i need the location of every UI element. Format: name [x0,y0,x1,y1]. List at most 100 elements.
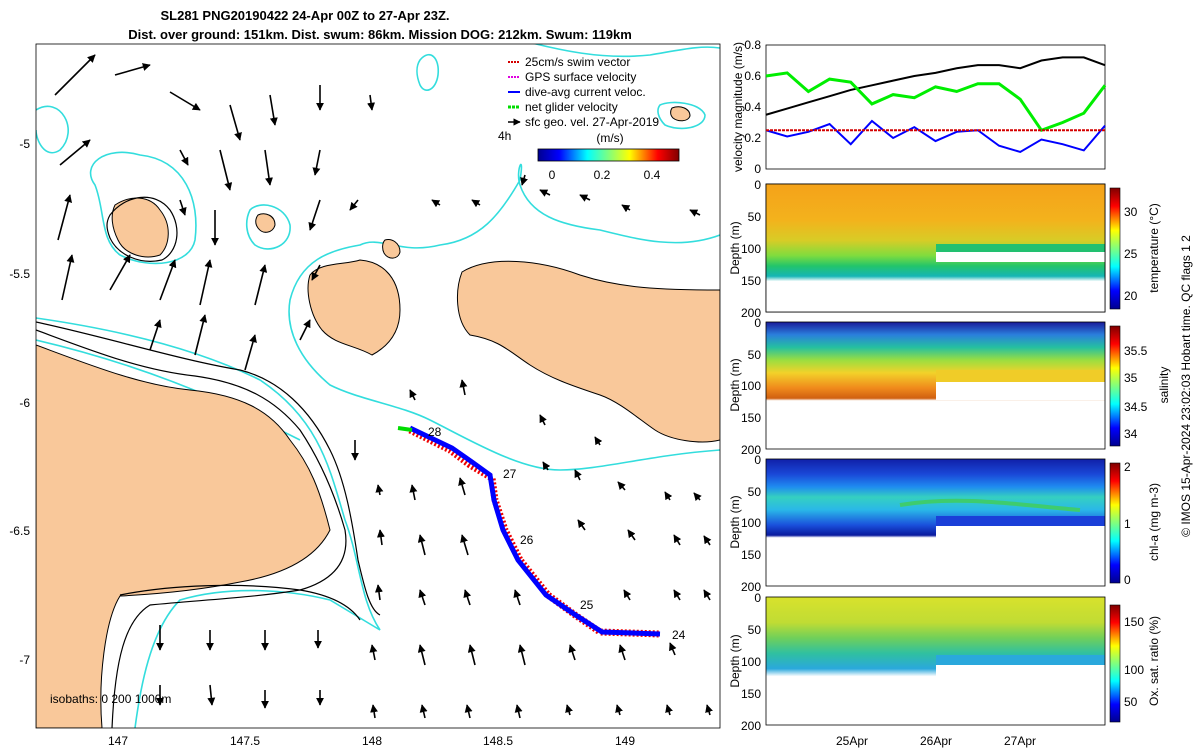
temperature-section [765,183,1106,313]
chla-section [765,458,1106,587]
depth-tick: 100 [741,379,761,393]
colorbar-tick: 2 [1124,460,1131,474]
depth-ylabel: Depth (m) [728,221,742,274]
map-x-tick: 148 [362,734,382,748]
velocity-series [765,56,1107,154]
map-y-tick: -5 [19,137,30,151]
map-y-tick: -6 [19,396,30,410]
depth-tick: 200 [741,306,761,320]
track-day-label: 25 [580,598,594,612]
track-day-label: 24 [672,628,686,642]
velocity-y-tick: 0.6 [744,69,761,83]
legend-swim-vector: 25cm/s swim vector [525,55,630,69]
velocity-ylabel: velocity magnitude (m/s) [731,42,745,172]
map-legend: 25cm/s swim vector GPS surface velocity … [498,55,659,143]
depth-tick: 50 [748,623,762,637]
depth-tick: 200 [741,443,761,457]
depth-tick: 200 [741,719,761,733]
depth-tick: 150 [741,411,761,425]
depth-tick: 150 [741,687,761,701]
track-day-label: 28 [428,425,442,439]
track-day-label: 26 [520,533,534,547]
colorbar-tick: 0 [1124,573,1131,587]
map-colorbar-units: (m/s) [596,131,623,145]
date-tick: 26Apr [920,734,952,748]
legend-net-glider-velocity: net glider velocity [525,100,618,114]
depth-tick: 100 [741,655,761,669]
depth-tick: 0 [754,453,761,467]
oxygen-colorbar [1109,604,1121,723]
map-colorbar-tick: 0.4 [644,168,661,182]
colorbar-tick: 34 [1124,427,1138,441]
map-x-tick: 149 [615,734,635,748]
salinity-colorbar [1109,325,1121,447]
isobaths-label: isobaths: 0 200 1000m [50,692,171,706]
legend-dive-avg-current: dive-avg current veloc. [525,85,646,99]
map-panel: 28 27 26 25 24 25cm/s swim vector GPS su… [9,43,721,748]
velocity-series-line [765,119,1106,154]
map-y-axis: -5 -5.5 -6 -6.5 -7 [9,137,30,667]
map-y-tick: -5.5 [9,267,30,281]
map-x-tick: 147.5 [230,734,260,748]
depth-tick: 0 [754,178,761,192]
legend-gps-velocity: GPS surface velocity [525,70,636,84]
velocity-panel: 0 0.2 0.4 0.6 0.8 velocity magnitude (m/s) [731,38,1107,176]
temperature-colorbar-label: temperature (°C) [1147,203,1161,293]
depth-tick: 0 [754,591,761,605]
depth-tick: 0 [754,316,761,330]
date-tick: 25Apr [836,734,868,748]
map-y-tick: -6.5 [9,524,30,538]
salinity-colorbar-label: salinity [1157,367,1171,404]
depth-ylabel: Depth (m) [728,495,742,548]
title-line-2: Dist. over ground: 151km. Dist. swum: 86… [128,27,632,42]
arrow-scale-label: 4h [498,129,511,143]
map-colorbar: (m/s) 0 0.2 0.4 [537,131,680,182]
colorbar-tick: 25 [1124,247,1138,261]
depth-tick: 50 [748,210,762,224]
colorbar-tick: 150 [1124,615,1144,629]
chla-colorbar [1109,462,1121,584]
colorbar-tick: 34.5 [1124,400,1148,414]
section-axes: 0 50 100 150 200 Depth (m) 30 25 20 temp… [728,178,1171,748]
colorbar-tick: 1 [1124,517,1131,531]
section-panels [765,183,1106,726]
map-x-axis: 147 147.5 148 148.5 149 [108,734,635,748]
title-line-1: SL281 PNG20190422 24-Apr 00Z to 27-Apr 2… [160,8,449,23]
map-colorbar-tick: 0 [549,168,556,182]
depth-ylabel: Depth (m) [728,634,742,687]
depth-tick: 150 [741,548,761,562]
depth-ylabel: Depth (m) [728,358,742,411]
oxygen-section [765,596,1106,726]
colorbar-tick: 100 [1124,663,1144,677]
map-x-tick: 147 [108,734,128,748]
depth-tick: 50 [748,348,762,362]
date-tick: 27Apr [1004,734,1036,748]
velocity-y-ticks: 0 0.2 0.4 0.6 0.8 [744,38,761,176]
land-masses [36,106,720,728]
footer-credit: © IMOS 15-Apr-2024 23:02:03 Hobart time.… [1179,235,1193,537]
salinity-section [765,321,1106,450]
geostrophic-velocity-arrows [54,54,713,719]
map-y-tick: -7 [19,653,30,667]
velocity-y-tick: 0.2 [744,131,761,145]
depth-tick: 50 [748,485,762,499]
velocity-y-tick: 0.8 [744,38,761,52]
legend-sfc-geo-vel: sfc geo. vel. 27-Apr-2019 [525,115,659,129]
temperature-colorbar [1109,187,1121,310]
velocity-y-tick: 0.4 [744,100,761,114]
oxygen-colorbar-label: Ox. sat. ratio (%) [1147,616,1161,706]
map-colorbar-tick: 0.2 [594,168,611,182]
isobath-1000m [36,44,720,728]
map-x-tick: 148.5 [483,734,513,748]
track-day-label: 27 [503,467,517,481]
colorbar-tick: 50 [1124,695,1138,709]
colorbar-tick: 30 [1124,205,1138,219]
depth-tick: 100 [741,516,761,530]
velocity-y-tick: 0 [754,162,761,176]
colorbar-tick: 35.5 [1124,344,1148,358]
velocity-series-line [765,56,1106,116]
colorbar-tick: 35 [1124,371,1138,385]
velocity-series-line [765,71,1107,133]
depth-tick: 100 [741,242,761,256]
